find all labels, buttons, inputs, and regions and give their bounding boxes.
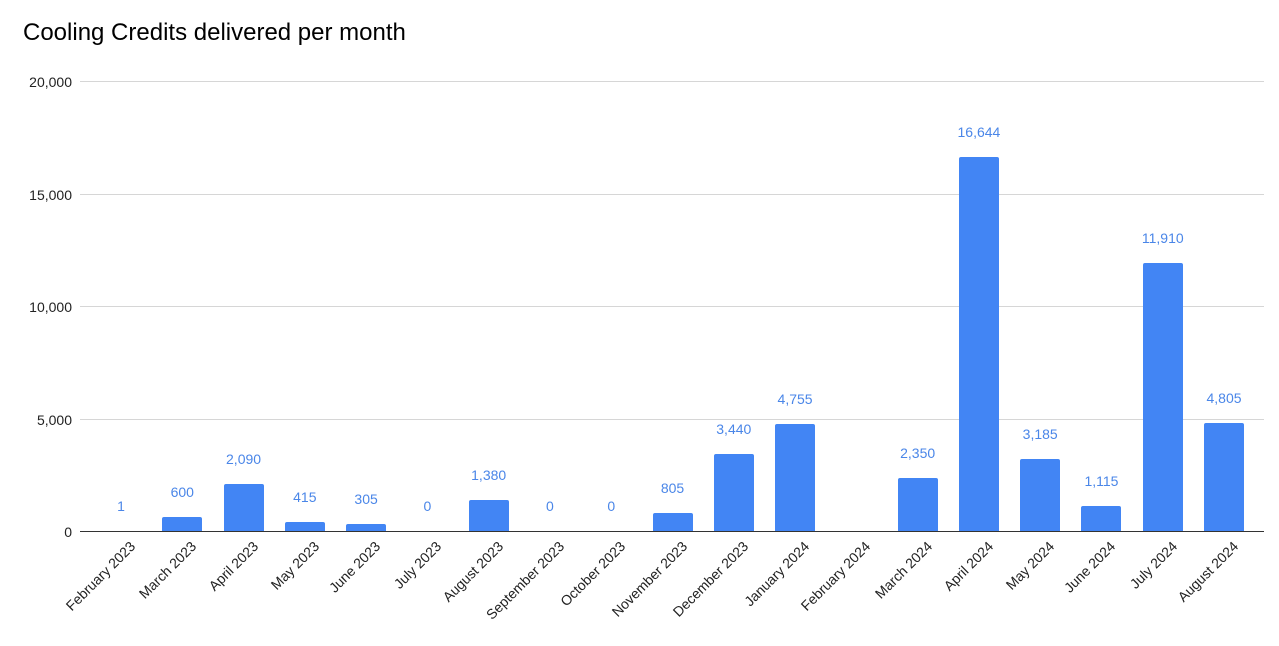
chart-title: Cooling Credits delivered per month	[23, 19, 406, 46]
bar[interactable]	[346, 524, 387, 531]
x-axis-tick-label: May 2023	[267, 538, 323, 593]
data-label: 0	[423, 498, 432, 514]
bar[interactable]	[468, 500, 509, 531]
bar[interactable]	[652, 513, 693, 531]
data-label: 0	[607, 498, 616, 514]
x-axis-tick-label: March 2024	[871, 538, 935, 602]
x-axis-tick-label: March 2023	[135, 538, 200, 602]
bar[interactable]	[223, 484, 264, 531]
x-axis-tick-label: August 2023	[439, 538, 506, 605]
data-label: 305	[354, 491, 378, 507]
data-label: 415	[293, 489, 317, 505]
bar[interactable]	[1081, 506, 1122, 531]
data-label: 4,805	[1206, 390, 1242, 406]
y-axis-tick-label: 20,000	[29, 74, 72, 90]
bar[interactable]	[1204, 423, 1245, 531]
bar[interactable]	[1020, 459, 1061, 531]
data-label: 2,350	[900, 445, 936, 461]
x-axis-tick-label: April 2023	[204, 538, 261, 594]
x-axis-tick-label: April 2024	[940, 538, 997, 594]
x-axis-tick-label: June 2024	[1061, 538, 1119, 596]
y-axis-tick-label: 5,000	[36, 411, 72, 428]
x-axis-tick-label: June 2023	[325, 538, 384, 596]
data-label: 1,115	[1084, 473, 1119, 489]
x-axis-tick-label: August 2024	[1174, 538, 1242, 605]
bar[interactable]	[1142, 263, 1183, 531]
data-label: 805	[660, 480, 685, 496]
data-label: 11,910	[1141, 230, 1184, 246]
data-label: 0	[546, 498, 554, 514]
data-label: 1	[117, 498, 125, 514]
x-axis-tick-label: February 2023	[62, 538, 139, 614]
bar[interactable]	[775, 424, 816, 531]
data-label: 16,644	[957, 124, 1001, 140]
data-label: 4,755	[777, 391, 813, 407]
bar[interactable]	[958, 157, 999, 531]
bar[interactable]	[284, 522, 325, 531]
x-axis-tick-label: July 2023	[391, 538, 445, 592]
gridline	[80, 418, 1264, 420]
data-label: 2,090	[226, 451, 262, 467]
data-label: 3,440	[716, 421, 752, 437]
data-label: 1,380	[471, 467, 507, 483]
y-axis-tick-label: 0	[64, 524, 72, 540]
x-axis-line	[80, 531, 1264, 532]
x-axis-tick-label: July 2024	[1126, 538, 1181, 592]
bar[interactable]	[162, 517, 203, 531]
x-axis-tick-label: May 2024	[1002, 538, 1058, 593]
gridline	[80, 81, 1264, 82]
gridline	[80, 306, 1264, 307]
y-axis-tick-label: 15,000	[29, 186, 72, 203]
data-label: 600	[170, 484, 194, 500]
gridline	[80, 193, 1264, 195]
data-label: 3,185	[1022, 426, 1058, 442]
bar[interactable]	[897, 478, 938, 531]
y-axis-tick-label: 10,000	[29, 299, 72, 315]
bar[interactable]	[713, 454, 754, 531]
